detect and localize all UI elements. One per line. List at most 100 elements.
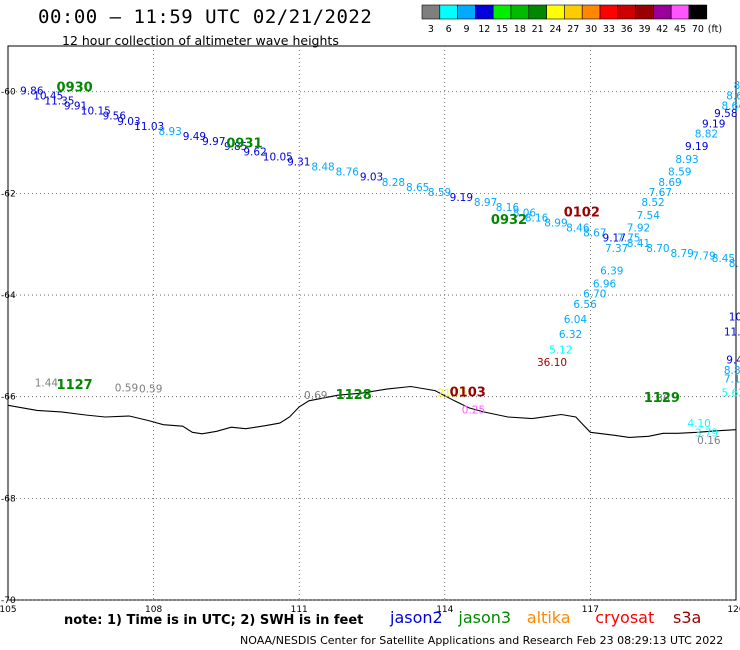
legend-label: 21 [532,24,544,35]
wave-height-reading: 9.62 [243,146,266,158]
wave-height-reading: 8.97 [474,197,497,209]
wave-height-reading: 8.41 [627,238,650,250]
wave-height-reading: 8.99 [544,217,567,229]
wave-height-reading: 9.49 [183,131,206,143]
pass-time-label: 1128 [336,388,372,403]
wave-height-reading: 9.85 [224,141,247,153]
wave-height-reading: 10.7 [729,311,740,323]
pass-time-label: 1127 [57,378,93,393]
wave-height-reading: 36.10 [537,357,567,369]
wave-height-reading: 9.97 [202,136,225,148]
wave-height-reading: 8.65 [406,182,429,194]
wave-height-reading: 8.19 [729,258,740,270]
wave-height-reading: 8.79 [670,248,693,260]
wave-height-reading: 6.32 [559,329,582,341]
wave-height-reading: 8.69 [658,177,681,189]
lon-tick-label: 111 [291,605,308,615]
map-subtitle: 12 hour collection of altimeter wave hei… [62,33,339,48]
wave-height-legend: 3 6 9 12 15 18 21 24 27 30 33 36 39 42 45 70 (ft) [421,4,722,35]
lon-tick-label: 108 [145,605,162,615]
credit-line: NOAA/NESDIS Center for Satellite Applica… [240,634,724,647]
wave-height-reading: 9.19 [685,141,708,153]
pass-time-label: 1129 [644,391,680,406]
satellite-name: jason2 [390,608,443,627]
wave-height-reading: 9.58 [714,108,737,120]
lon-tick-label: 114 [436,605,453,615]
lat-tick-label: -66 [1,393,16,403]
wave-height-reading: 6.04 [564,314,588,326]
wave-height-reading: 8.52 [641,197,664,209]
wave-height-reading: 7.10 [724,373,740,385]
wave-height-reading: 0.69 [304,390,327,402]
wave-height-reading: 8.16 [525,212,549,224]
wave-height-reading: 8.46 [566,223,590,235]
lon-tick-label: 120 [727,605,740,615]
legend-label: 3 [428,24,434,35]
wave-height-reading: 8.59 [668,167,691,179]
wave-height-reading: 8.57 [734,80,740,92]
wave-height-reading: 9.42 [726,355,740,367]
wave-height-reading: 8.93 [675,154,698,166]
legend-label: 42 [656,24,668,35]
wave-height-reading: 0.59 [115,383,138,395]
wave-height-reading: 9.03 [117,116,140,128]
lat-tick-label: -60 [1,88,16,98]
wave-height-reading: 7.37 [605,243,628,255]
legend-label: 6 [446,24,452,35]
wave-height-reading: 11.35 [44,95,74,107]
satellite-name: jason3 [458,608,512,627]
legend-label: 18 [514,24,526,35]
wave-height-reading: 8.59 [428,187,451,199]
legend-unit: (ft) [708,24,722,35]
pass-time-label: 0103 [450,386,486,401]
wave-height-reading: 7.54 [637,210,661,222]
legend-label: 36 [621,24,633,35]
wave-height-reading: 8.06 [513,207,537,219]
wave-height-reading: 8.76 [336,167,360,179]
lat-tick-label: -64 [1,291,16,301]
wave-height-reading: 8.45 [712,253,735,265]
wave-height-reading: 8.64 [721,101,740,113]
lon-tick-label: 105 [0,605,17,615]
wave-height-reading: 8.16 [496,202,520,214]
wave-height-reading: 10.15 [81,106,111,118]
wave-height-reading: 0.25 [462,404,485,416]
wave-height-reading: 6.56 [573,299,597,311]
satellite-name: altika [526,608,571,627]
wave-height-reading: 9.03 [360,172,383,184]
wave-height-reading: 21.05 [438,388,468,400]
wave-height-reading: 9.86 [20,85,44,97]
antarctic-coastline [7,385,737,438]
wave-height-reading: 8.93 [158,126,181,138]
wave-height-reading: 9.31 [287,156,310,168]
wave-height-reading: 7.67 [649,187,672,199]
wave-height-reading: 8.48 [311,162,334,174]
wave-height-reading: 10.45 [33,90,63,102]
pass-time-label: 0931 [226,137,262,152]
wave-height-reading: 9.56 [103,111,127,123]
legend-label: 30 [585,24,597,35]
map-frame [7,45,737,601]
satellite-name: s3a [673,608,702,627]
lat-tick-label: -68 [1,494,16,504]
legend-label: 15 [496,24,508,35]
legend-label: 45 [674,24,686,35]
wave-height-reading: 7.92 [627,223,650,235]
wave-height-reading: 9.17 [603,233,626,245]
wave-height-reading: 7.75 [617,233,640,245]
legend-label: 33 [603,24,615,35]
wave-height-reading: 8.28 [382,177,405,189]
wave-height-reading: 1.86 [646,393,670,405]
pass-time-label: 0930 [57,81,93,96]
wave-height-reading: 11.1 [724,327,740,339]
lat-tick-label: -62 [1,189,16,199]
legend-label: 39 [638,24,650,35]
wave-height-reading: 6.70 [583,289,606,301]
pass-time-label: 0102 [564,205,600,220]
map-title: 00:00 – 11:59 UTC 02/21/2022 [38,6,373,28]
wave-height-reading: 10.05 [263,151,293,163]
wave-height-reading: 8.84 [724,365,740,377]
wave-height-reading: 8.82 [695,128,718,140]
